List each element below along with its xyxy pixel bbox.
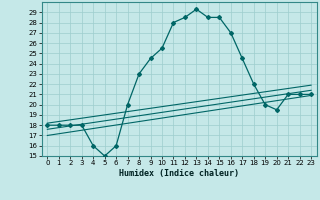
X-axis label: Humidex (Indice chaleur): Humidex (Indice chaleur)	[119, 169, 239, 178]
